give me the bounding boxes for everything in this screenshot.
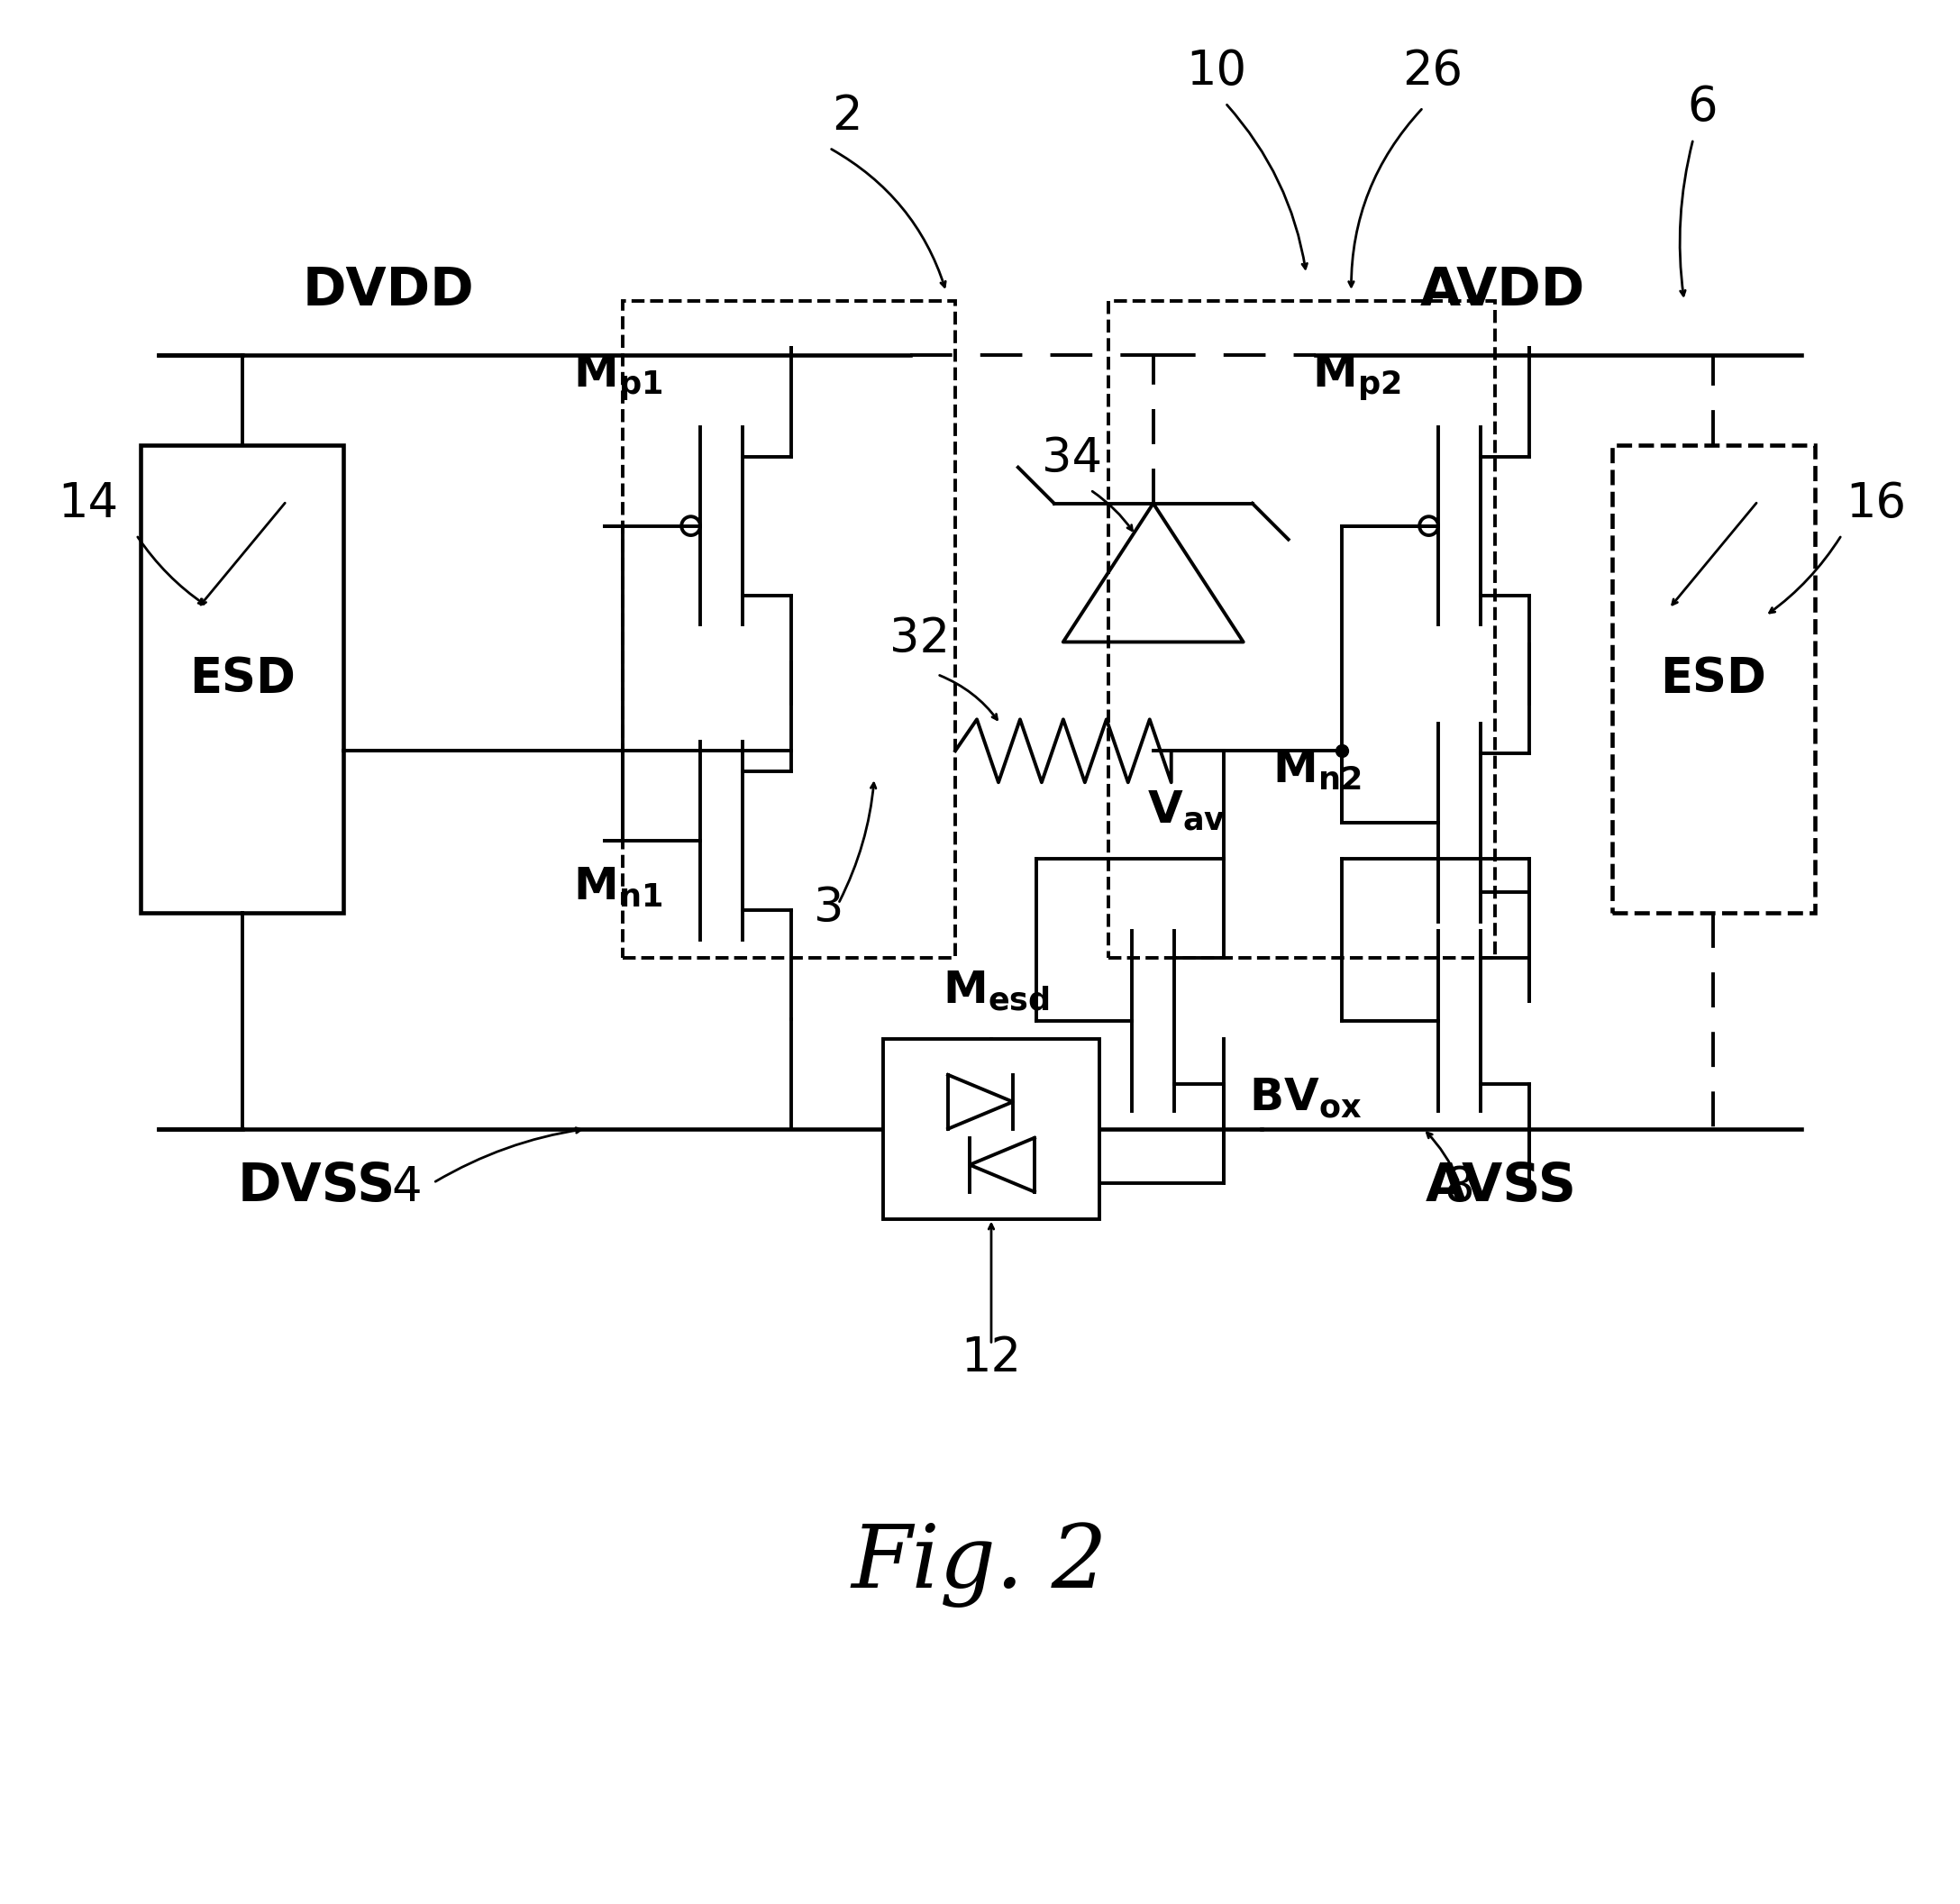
Text: 10: 10	[1186, 48, 1247, 95]
Text: Fig. 2: Fig. 2	[851, 1523, 1107, 1607]
Text: DVDD: DVDD	[302, 265, 474, 316]
Bar	[1107, 301, 1495, 958]
Text: 16: 16	[1846, 480, 1907, 527]
Text: 8: 8	[1445, 1163, 1474, 1211]
Text: $\mathbf{BV_{ox}}$: $\mathbf{BV_{ox}}$	[1249, 1078, 1362, 1120]
Text: 14: 14	[57, 480, 118, 527]
Text: $\mathbf{M_{p1}}$: $\mathbf{M_{p1}}$	[572, 352, 662, 404]
Text: 4: 4	[392, 1163, 421, 1211]
Text: 6: 6	[1688, 84, 1717, 131]
Text: 2: 2	[833, 93, 862, 139]
Text: AVDD: AVDD	[1421, 265, 1586, 316]
Text: $\mathbf{V_{av}}$: $\mathbf{V_{av}}$	[1147, 788, 1225, 832]
Text: $\mathbf{M_{esd}}$: $\mathbf{M_{esd}}$	[943, 969, 1051, 1013]
Text: 26: 26	[1401, 48, 1462, 95]
Bar	[884, 1040, 1100, 1219]
Text: 12: 12	[960, 1335, 1021, 1382]
Text: DVSS: DVSS	[237, 1160, 396, 1211]
Text: ESD: ESD	[1660, 655, 1766, 703]
Text: 32: 32	[890, 615, 949, 663]
Text: ESD: ESD	[188, 655, 296, 703]
Bar	[141, 446, 343, 912]
Text: 34: 34	[1043, 434, 1102, 482]
Text: $\mathbf{M_{p2}}$: $\mathbf{M_{p2}}$	[1311, 352, 1401, 404]
Text: $\mathbf{M_{n1}}$: $\mathbf{M_{n1}}$	[574, 866, 662, 910]
Text: 3: 3	[813, 885, 845, 931]
Bar	[621, 301, 955, 958]
Bar	[1613, 446, 1815, 912]
Text: $\mathbf{M_{n2}}$: $\mathbf{M_{n2}}$	[1272, 748, 1360, 792]
Text: AVSS: AVSS	[1425, 1160, 1576, 1211]
